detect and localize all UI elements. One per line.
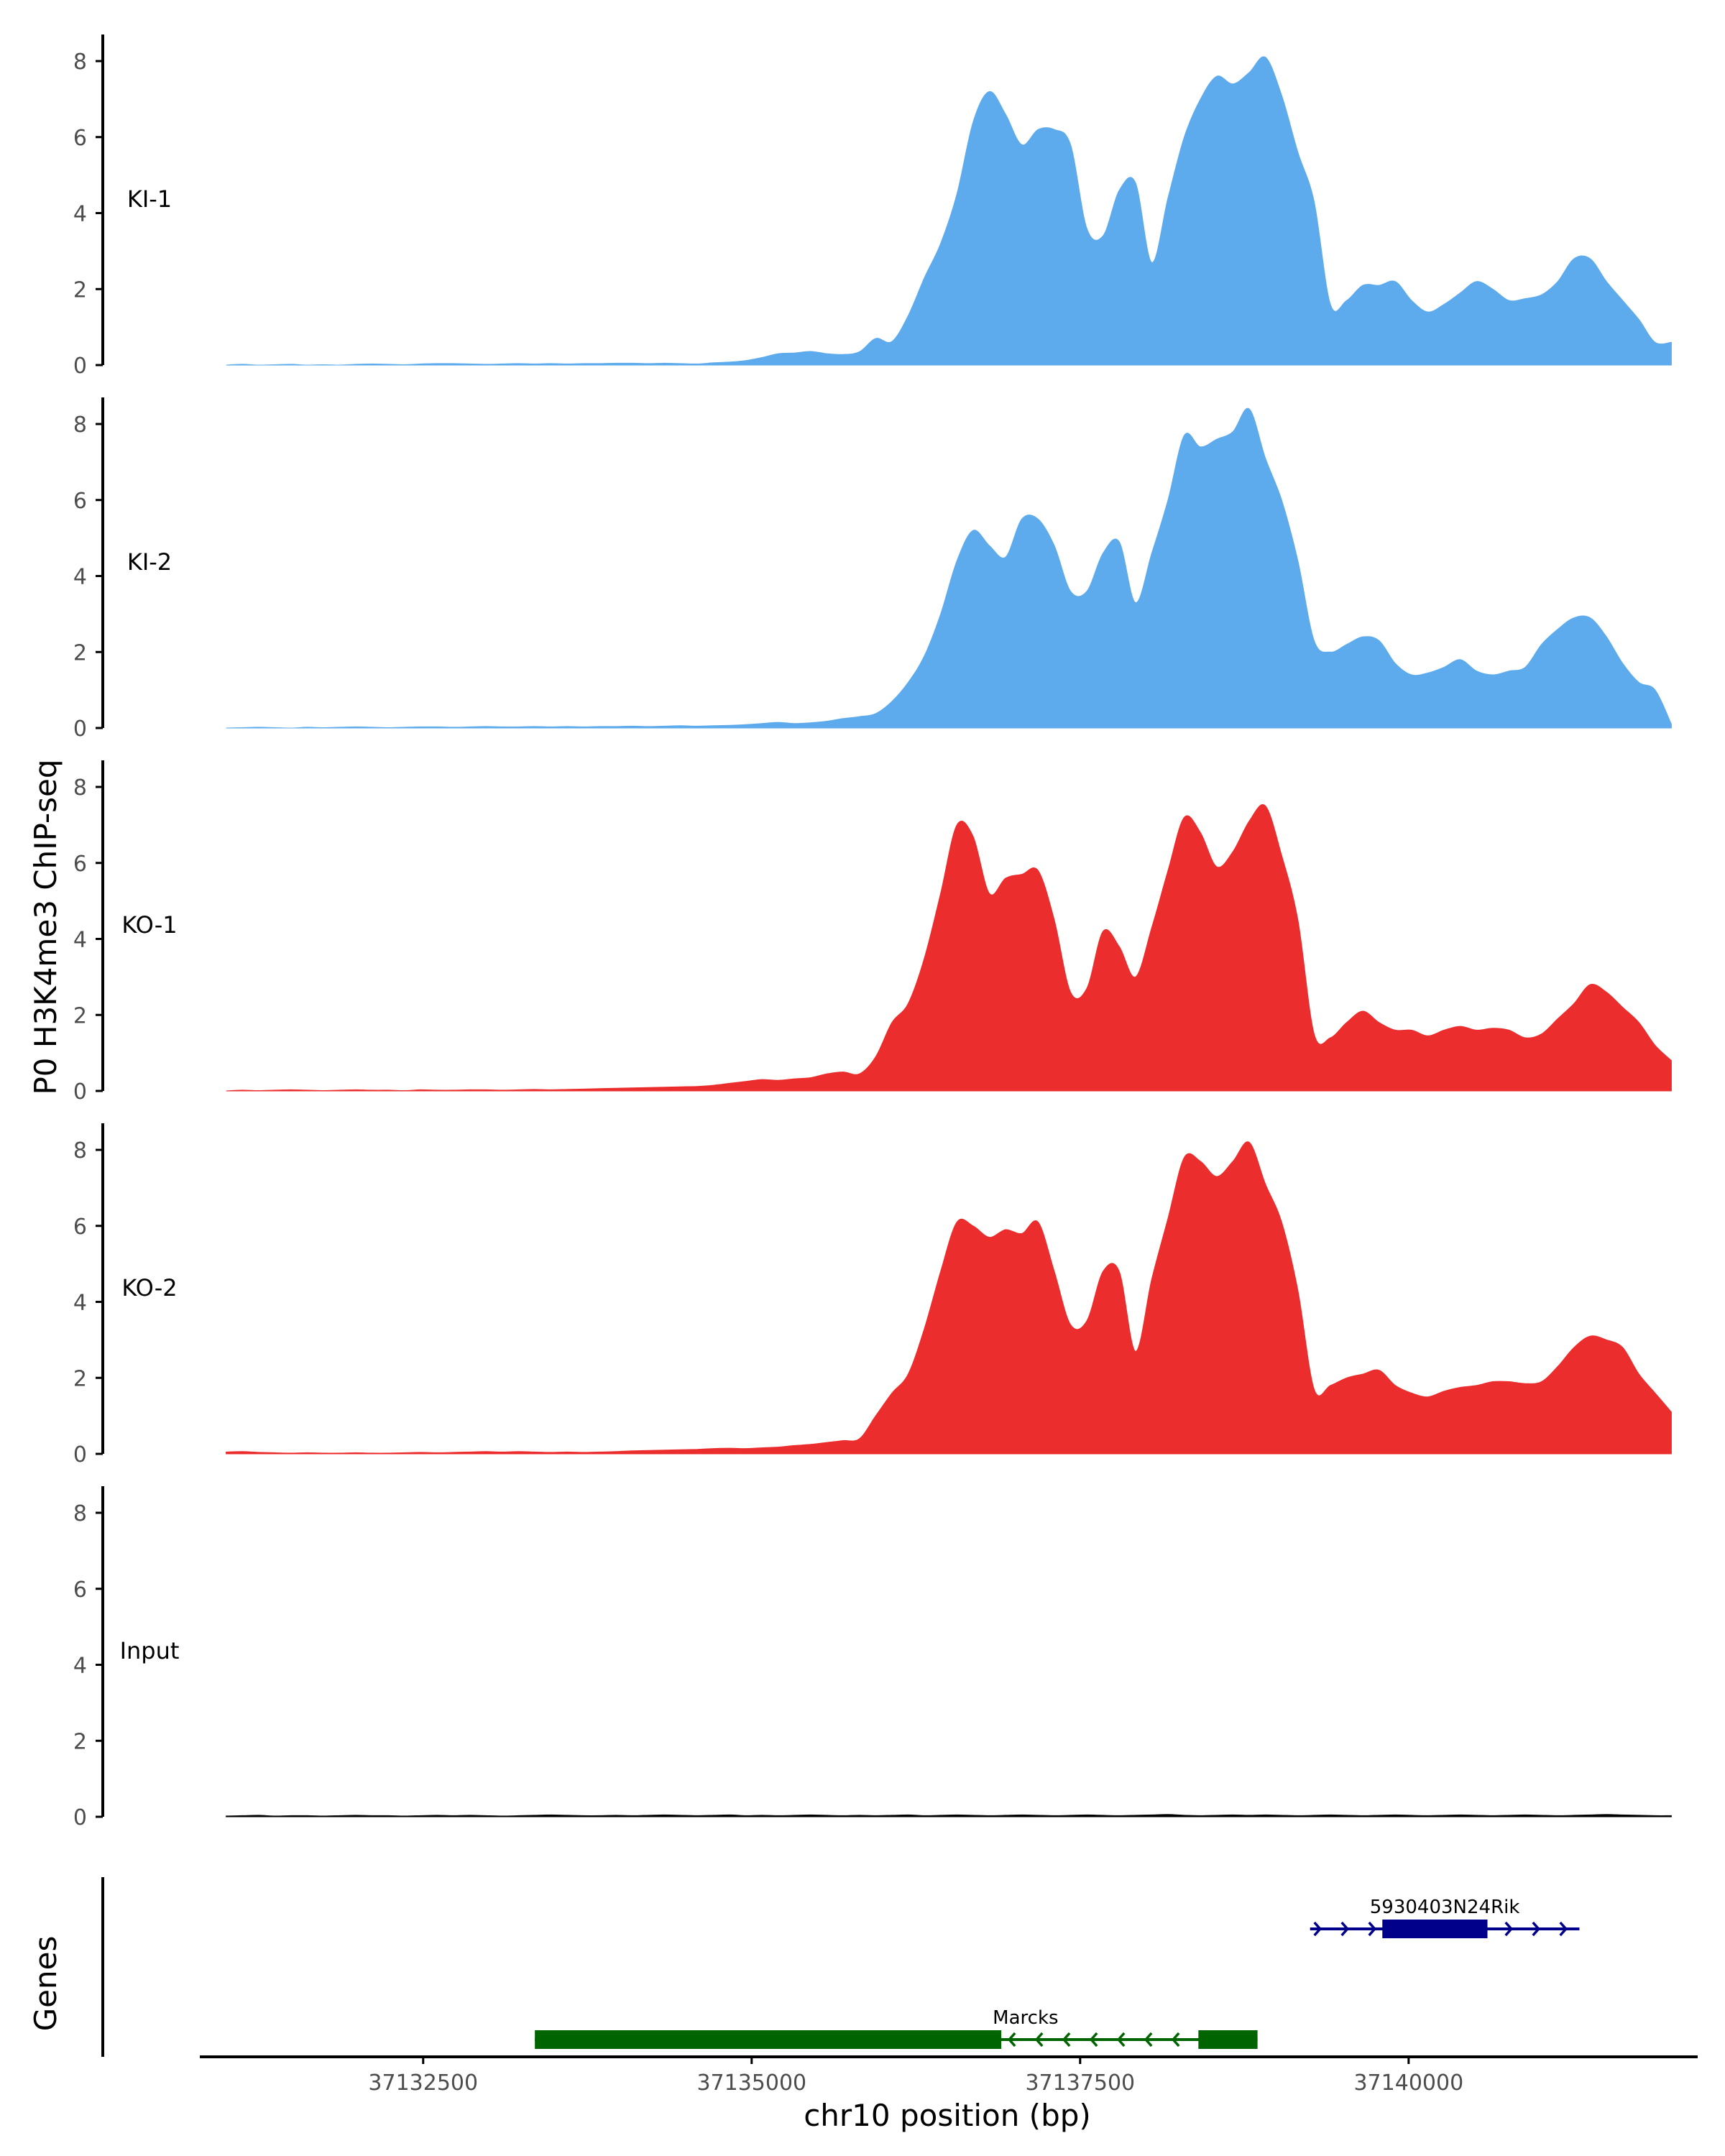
y-tick-label: 6	[73, 1215, 87, 1240]
y-tick-label: 0	[73, 354, 87, 379]
y-tick-label: 4	[73, 1654, 87, 1679]
y-tick-label: 8	[73, 775, 87, 801]
y-tick-label: 8	[73, 413, 87, 438]
tracks-layer: 0 2 4 6 8 KI-1 0 2 4 6 8 KI-2 0 2 4 6 8 KO-1 0 2 4 6 8 KO-2 0 2 4 6…	[73, 34, 1672, 1830]
genes-panel: Genes 5930403N24Rik Marcks	[28, 1877, 1580, 2057]
y-tick-label: 6	[73, 126, 87, 151]
signal-area-ki-1	[226, 56, 1672, 366]
y-tick-label: 8	[73, 50, 87, 75]
strand-arrow	[1062, 2032, 1071, 2047]
strand-arrow	[1007, 2032, 1016, 2047]
exon-block	[1198, 2030, 1258, 2049]
x-tick-label: 37140000	[1353, 2070, 1463, 2096]
track-label-ki-1: KI-1	[127, 185, 172, 213]
y-tick-label: 2	[73, 1366, 87, 1391]
y-tick-label: 2	[73, 1003, 87, 1028]
strand-arrow	[1171, 2032, 1180, 2047]
track-label-ko-1: KO-1	[121, 911, 177, 939]
strand-arrow	[1313, 1921, 1322, 1937]
y-tick-label: 6	[73, 1577, 87, 1603]
y-tick-label: 0	[73, 717, 87, 742]
x-tick-label: 37135000	[696, 2070, 806, 2096]
track-ko-2: 0 2 4 6 8 KO-2	[73, 1123, 1672, 1468]
y-tick-label: 0	[73, 1442, 87, 1468]
gene-5930403n24rik: 5930403N24Rik	[1310, 1897, 1580, 1938]
strand-arrow	[1144, 2032, 1153, 2047]
track-label-ki-2: KI-2	[127, 548, 172, 576]
track-ko-1: 0 2 4 6 8 KO-1	[73, 760, 1672, 1105]
y-tick-label: 4	[73, 928, 87, 953]
y-tick-label: 4	[73, 1291, 87, 1316]
exon-block	[1382, 1920, 1488, 1938]
signal-area-ko-2	[226, 1141, 1672, 1455]
track-input: 0 2 4 6 8 Input	[73, 1486, 1672, 1830]
x-tick-label: 37132500	[368, 2070, 478, 2096]
y-axis-title: P0 H3K4me3 ChIP-seq	[28, 759, 63, 1095]
track-ki-1: 0 2 4 6 8 KI-1	[73, 34, 1672, 379]
x-axis-title: chr10 position (bp)	[804, 2098, 1091, 2133]
strand-arrow	[1368, 1921, 1377, 1937]
exon-block	[535, 2030, 1002, 2049]
y-tick-label: 4	[73, 565, 87, 590]
signal-area-ki-2	[226, 407, 1672, 729]
strand-arrow	[1116, 2032, 1126, 2047]
y-tick-label: 8	[73, 1501, 87, 1526]
y-tick-label: 0	[73, 1805, 87, 1830]
signal-area-ko-1	[226, 804, 1672, 1092]
strand-arrow	[1504, 1921, 1514, 1937]
y-tick-label: 6	[73, 489, 87, 514]
gene-marcks: Marcks	[535, 2007, 1258, 2049]
y-tick-label: 2	[73, 1729, 87, 1754]
y-tick-label: 6	[73, 852, 87, 877]
x-tick-label: 37137500	[1025, 2070, 1135, 2096]
track-label-ko-2: KO-2	[121, 1274, 177, 1302]
signal-area-input	[226, 1814, 1672, 1818]
strand-arrow	[1034, 2032, 1044, 2047]
y-tick-label: 8	[73, 1138, 87, 1164]
y-tick-label: 0	[73, 1079, 87, 1105]
x-axis: chr10 position (bp) 37132500 37135000 3713…	[200, 2055, 1698, 2133]
gene-name-5930403n24rik: 5930403N24Rik	[1370, 1897, 1520, 1918]
y-tick-label: 4	[73, 202, 87, 227]
strand-arrow	[1340, 1921, 1350, 1937]
track-label-input: Input	[120, 1637, 180, 1664]
y-tick-label: 2	[73, 277, 87, 303]
gene-name-marcks: Marcks	[993, 2007, 1058, 2029]
strand-arrow	[1089, 2032, 1098, 2047]
y-tick-label: 2	[73, 640, 87, 665]
strand-arrow	[1559, 1921, 1568, 1937]
track-ki-2: 0 2 4 6 8 KI-2	[73, 397, 1672, 742]
genes-panel-label: Genes	[28, 1936, 63, 2032]
strand-arrow	[1532, 1921, 1541, 1937]
